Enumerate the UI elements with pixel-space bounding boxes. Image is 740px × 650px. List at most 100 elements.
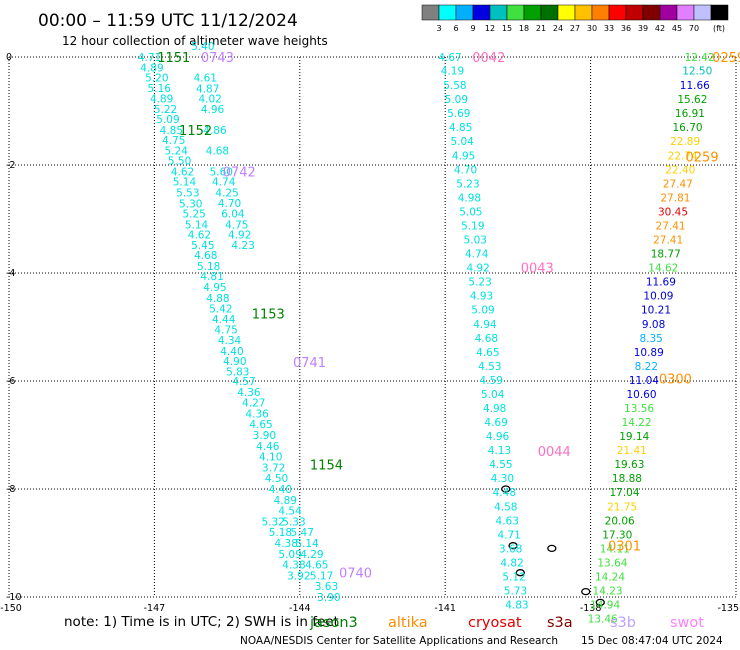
color-swatch bbox=[540, 4, 559, 21]
island-outline bbox=[595, 598, 605, 607]
wave-height-value: 4.90 bbox=[223, 356, 246, 368]
wave-height-value: 11.66 bbox=[680, 80, 710, 92]
wave-height-value: 4.46 bbox=[256, 441, 280, 453]
color-scale-label: 33 bbox=[604, 24, 614, 33]
wave-height-points: 4.714.895.205.164.895.225.094.854.755.24… bbox=[138, 41, 715, 625]
wave-height-value: 4.69 bbox=[484, 417, 507, 429]
color-scale-label: 9 bbox=[470, 24, 475, 33]
wave-height-value: 4.44 bbox=[212, 314, 236, 326]
chart-title: 00:00 – 11:59 UTC 11/12/2024 bbox=[38, 11, 298, 31]
wave-height-value: 8.35 bbox=[639, 333, 662, 345]
wave-height-value: 4.57 bbox=[232, 376, 255, 388]
footer-note: note: 1) Time is in UTC; 2) SWH is in fe… bbox=[64, 614, 339, 630]
x-tick-label: -141 bbox=[434, 603, 456, 614]
y-tick-label: -6 bbox=[6, 376, 15, 387]
pass-time-label: 1152 bbox=[179, 124, 212, 139]
pass-time-label: 0741 bbox=[293, 356, 326, 371]
wave-height-value: 5.47 bbox=[291, 527, 314, 539]
wave-height-value: 4.85 bbox=[160, 125, 183, 137]
wave-height-value: 12.42 bbox=[685, 52, 715, 64]
color-swatch bbox=[506, 4, 525, 21]
wave-height-value: 11.69 bbox=[646, 277, 676, 289]
wave-height-value: 4.34 bbox=[218, 335, 242, 347]
island-outline bbox=[508, 542, 518, 550]
pass-time-label: 0301 bbox=[608, 540, 641, 555]
wave-height-value: 4.38 bbox=[275, 538, 298, 550]
color-scale-label: 36 bbox=[621, 24, 631, 33]
color-scale-label: 70 bbox=[689, 24, 699, 33]
wave-height-value: 5.60 bbox=[210, 166, 233, 178]
wave-height-value: 4.96 bbox=[201, 104, 225, 116]
pass-time-label: 0300 bbox=[659, 372, 692, 387]
x-tick-label: -144 bbox=[289, 603, 311, 614]
wave-height-value: 18.77 bbox=[651, 249, 681, 261]
pass-time-label: 0740 bbox=[339, 567, 372, 582]
wave-height-value: 4.86 bbox=[203, 125, 227, 137]
wave-height-value: 14.62 bbox=[648, 263, 678, 275]
wave-height-value: 4.53 bbox=[478, 361, 501, 373]
wave-height-value: 4.71 bbox=[497, 529, 520, 541]
color-swatch bbox=[676, 4, 695, 21]
wave-height-value: 4.89 bbox=[274, 495, 297, 507]
wave-height-value: 4.10 bbox=[259, 452, 282, 464]
y-tick-label: -4 bbox=[6, 268, 15, 279]
wave-height-value: 9.08 bbox=[642, 319, 665, 331]
x-tick-label: -135 bbox=[717, 603, 739, 614]
wave-height-value: 5.04 bbox=[450, 136, 474, 148]
wave-height-value: 4.74 bbox=[212, 177, 236, 189]
color-scale-label: 30 bbox=[587, 24, 597, 33]
wave-height-value: 4.59 bbox=[480, 375, 503, 387]
wave-height-value: 4.75 bbox=[162, 135, 185, 147]
chart-subtitle: 12 hour collection of altimeter wave hei… bbox=[62, 34, 328, 48]
color-swatch bbox=[557, 4, 576, 21]
color-scale-label: 27 bbox=[570, 24, 580, 33]
wave-height-value: 4.36 bbox=[237, 387, 261, 399]
pass-time-label: 0259 bbox=[686, 150, 719, 165]
wave-height-value: 10.89 bbox=[634, 347, 664, 359]
wave-height-value: 27.41 bbox=[653, 235, 683, 247]
wave-height-value: 4.13 bbox=[488, 445, 511, 457]
pass-time-label: 1151 bbox=[157, 51, 190, 66]
color-swatch bbox=[642, 4, 661, 21]
wave-height-value: 5.22 bbox=[154, 104, 177, 116]
wave-height-value: 4.88 bbox=[206, 293, 229, 305]
wave-height-value: 4.27 bbox=[242, 398, 265, 410]
color-scale-unit: (ft) bbox=[713, 24, 725, 33]
wave-height-value: 5.09 bbox=[278, 549, 301, 561]
island-outline bbox=[501, 485, 511, 493]
wave-height-value: 5.32 bbox=[261, 516, 284, 528]
color-scale-label: 3 bbox=[436, 24, 441, 33]
wave-height-value: 5.42 bbox=[209, 304, 232, 316]
wave-height-value: 17.04 bbox=[609, 487, 639, 499]
wave-height-value: 4.50 bbox=[265, 473, 288, 485]
wave-height-value: 4.58 bbox=[494, 501, 517, 513]
wave-height-value: 4.36 bbox=[245, 408, 269, 420]
wave-height-value: 4.71 bbox=[138, 52, 161, 64]
wave-height-value: 4.62 bbox=[188, 230, 211, 242]
y-tick-label: -10 bbox=[6, 592, 22, 603]
wave-height-value: 5.03 bbox=[464, 235, 487, 247]
wave-height-value: 4.02 bbox=[198, 94, 221, 106]
wave-height-value: 3.72 bbox=[262, 462, 285, 474]
wave-height-value: 5.14 bbox=[173, 177, 197, 189]
wave-height-value: 5.14 bbox=[295, 538, 319, 550]
wave-height-value: 4.63 bbox=[496, 515, 519, 527]
wave-height-value: 10.21 bbox=[641, 305, 671, 317]
color-scale-label: 24 bbox=[553, 24, 563, 33]
pass-time-label: 1154 bbox=[310, 459, 343, 474]
wave-height-value: 5.50 bbox=[168, 156, 191, 168]
color-scale-label: 15 bbox=[502, 24, 512, 33]
wave-height-value: 4.75 bbox=[214, 325, 237, 337]
wave-height-value: 14.23 bbox=[593, 586, 623, 598]
island-outline bbox=[515, 569, 525, 577]
color-swatch bbox=[574, 4, 593, 21]
wave-height-value: 4.94 bbox=[473, 319, 497, 331]
wave-height-value: 4.83 bbox=[505, 600, 528, 612]
color-swatch bbox=[489, 4, 508, 21]
wave-height-value: 5.18 bbox=[269, 527, 292, 539]
wave-height-value: 4.25 bbox=[215, 188, 238, 200]
wave-height-value: 5.09 bbox=[445, 94, 468, 106]
y-tick-label: -8 bbox=[6, 484, 15, 495]
pass-time-labels: 1151 0743 1152 0742 1153 0741 1154 0740 0042 0043… bbox=[157, 51, 740, 582]
